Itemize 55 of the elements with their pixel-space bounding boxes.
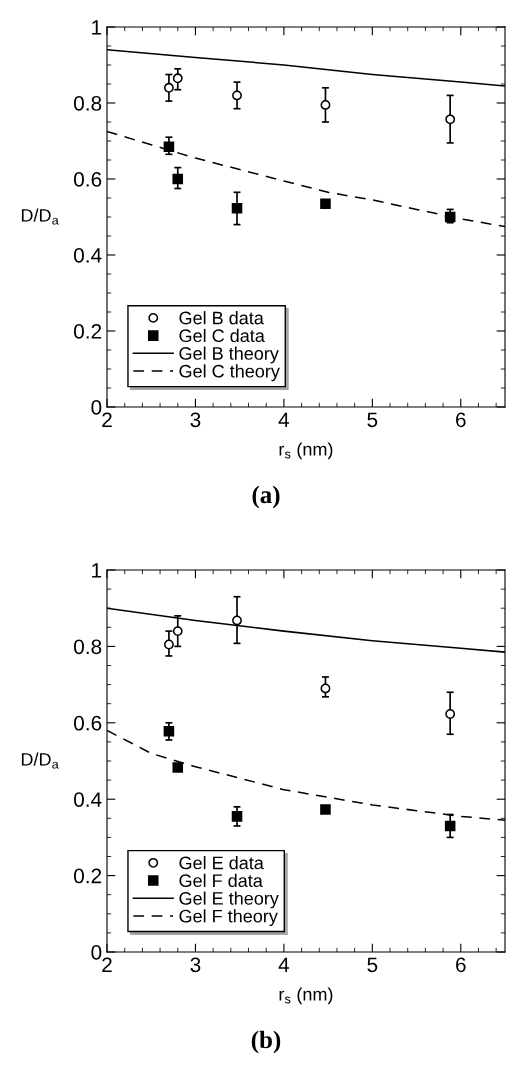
- legend-label: Gel E data: [179, 856, 264, 870]
- legend-label: Gel F data: [179, 873, 263, 888]
- point: [320, 683, 331, 694]
- y-tick-label: 0: [91, 945, 102, 960]
- x-axis-title: r$_{s}$ (nm): [279, 442, 333, 460]
- legend-label: Gel B theory: [179, 346, 279, 364]
- text: (a): [252, 485, 280, 509]
- legend-label: Gel B data: [179, 311, 264, 325]
- x-tick-label: 4: [278, 957, 290, 972]
- x-tick-label: 6: [456, 412, 466, 428]
- legend-label: Gel C data: [179, 328, 265, 343]
- y-tick-label: 1: [92, 563, 102, 578]
- y-tick-label: 0.8: [73, 639, 102, 655]
- y-axis-title: D/D$_{a}$: [21, 208, 59, 225]
- point: [163, 639, 174, 650]
- x-tick-label: 2: [102, 957, 112, 972]
- y-tick-label: 0.6: [73, 715, 102, 731]
- point: [163, 82, 174, 93]
- point: [163, 141, 175, 152]
- legend-label: Gel C theory: [179, 364, 280, 382]
- point: [232, 615, 242, 626]
- point: [320, 99, 331, 110]
- point: [231, 811, 243, 822]
- point: [172, 626, 183, 637]
- x-tick-label: 5: [367, 957, 378, 973]
- point: [320, 804, 331, 815]
- point: [445, 114, 456, 125]
- y-tick-label: 0.8: [73, 96, 102, 111]
- point: [172, 173, 184, 185]
- y-tick-label: 1: [92, 20, 102, 35]
- y-tick-label: 0.6: [73, 172, 102, 187]
- x-tick-label: 4: [278, 412, 290, 427]
- x-tick-label: 2: [102, 412, 112, 427]
- y-axis-title: D/D$_{a}$: [21, 752, 59, 769]
- x-axis-title: r$_{s}$ (nm): [279, 987, 333, 1005]
- x-tick-label: 6: [456, 957, 466, 973]
- legend-label: Gel E theory: [179, 891, 279, 909]
- y-tick-label: 0.2: [73, 868, 102, 884]
- x-tick-label: 5: [367, 412, 378, 428]
- point: [172, 73, 183, 84]
- point: [320, 198, 331, 209]
- x-tick-label: 3: [190, 412, 201, 428]
- point: [445, 709, 456, 719]
- point: [232, 90, 242, 101]
- text: (b): [251, 1030, 281, 1054]
- y-tick-label: 0.4: [73, 248, 102, 263]
- y-tick-label: 0.2: [73, 324, 102, 339]
- point: [444, 820, 456, 832]
- x-tick-label: 3: [190, 957, 201, 973]
- point: [231, 202, 243, 214]
- y-tick-label: 0.4: [73, 792, 102, 807]
- point: [163, 725, 175, 737]
- y-tick-label: 0: [91, 400, 102, 415]
- legend-label: Gel F theory: [179, 909, 278, 927]
- point: [172, 762, 184, 773]
